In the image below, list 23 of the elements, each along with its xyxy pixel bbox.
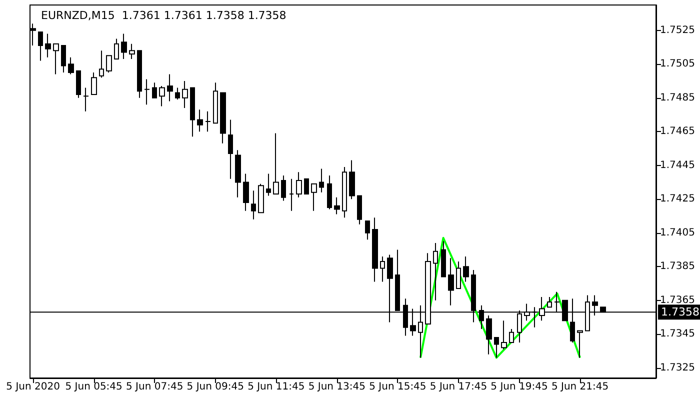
y-tick-label: 1.7365 bbox=[660, 294, 695, 306]
x-tick-label: 5 Jun 09:45 bbox=[186, 382, 244, 392]
y-tick-label: 1.7405 bbox=[660, 227, 695, 238]
y-tick-label: 1.7325 bbox=[660, 362, 695, 374]
x-tick-label: 5 Jun 05:45 bbox=[65, 382, 122, 392]
y-tick-label: 1.7425 bbox=[660, 194, 695, 205]
x-tick-label: 5 Jun 17:45 bbox=[430, 382, 488, 392]
y-tick-label: 1.7505 bbox=[660, 58, 695, 70]
y-tick-label: 1.7385 bbox=[660, 261, 695, 272]
x-tick-label: 5 Jun 19:45 bbox=[490, 382, 548, 392]
y-tick-label: 1.7525 bbox=[660, 24, 695, 36]
chart-title: EURNZD,M15 1.7361 1.7361 1.7358 1.7358 bbox=[41, 9, 286, 22]
x-tick-label: 5 Jun 07:45 bbox=[126, 382, 184, 392]
x-tick-label: 5 Jun 2020 bbox=[6, 382, 60, 392]
x-tick-label: 5 Jun 15:45 bbox=[369, 382, 426, 392]
y-tick-label: 1.7465 bbox=[660, 126, 695, 138]
x-tick-label: 5 Jun 21:45 bbox=[551, 382, 609, 392]
x-tick-label: 5 Jun 11:45 bbox=[248, 382, 305, 392]
ref-line-label: 1.7358 bbox=[661, 306, 700, 319]
x-tick-label: 5 Jun 13:45 bbox=[308, 382, 366, 392]
y-tick-label: 1.7485 bbox=[660, 92, 695, 104]
y-tick-label: 1.7445 bbox=[660, 160, 695, 171]
y-tick-label: 1.7345 bbox=[660, 328, 695, 340]
